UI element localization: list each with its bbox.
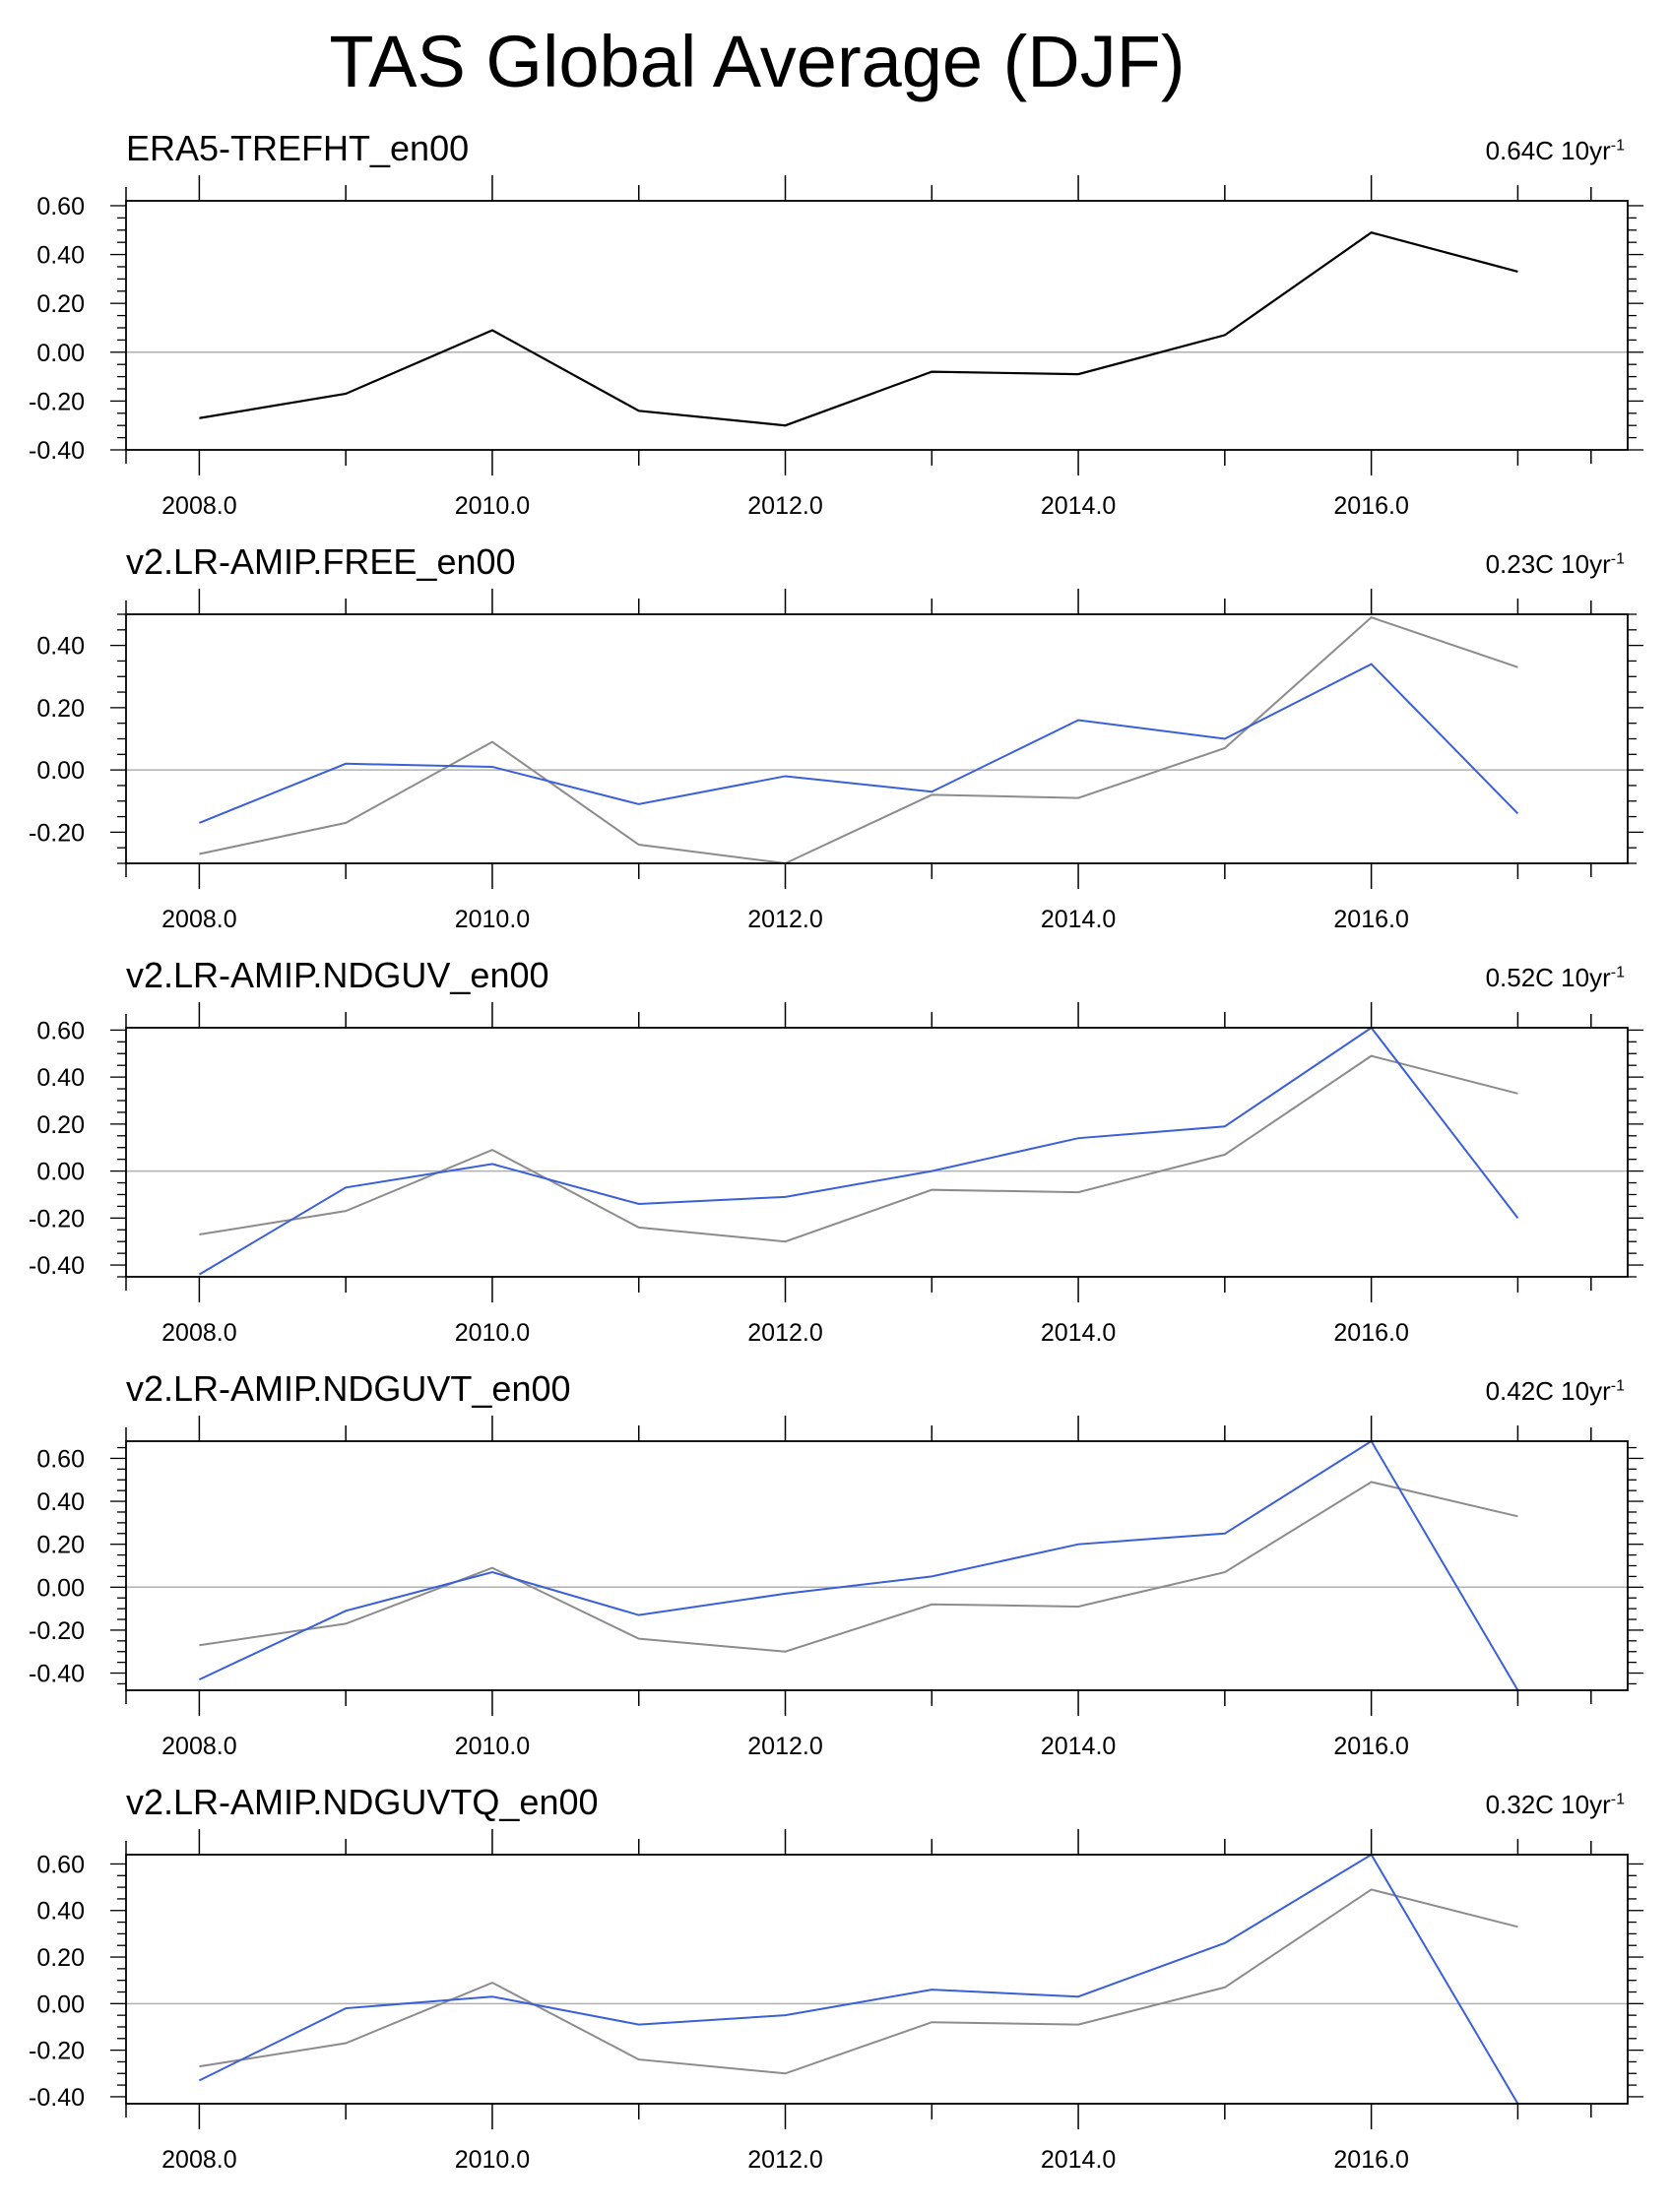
panel-title: v2.LR-AMIP.NDGUV_en00: [126, 955, 549, 995]
x-tick-label: 2012.0: [747, 906, 822, 933]
series-line-reference-overlay: [199, 616, 1518, 865]
x-tick-label: 2010.0: [455, 492, 530, 520]
trend-exponent: -1: [1610, 964, 1625, 981]
series-line-model: [198, 1853, 1519, 2105]
trend-value: 0.23C 10yr: [1485, 549, 1611, 579]
y-tick-label: 0.40: [36, 1898, 85, 1926]
chart-panel-ndguvtq: v2.LR-AMIP.NDGUVTQ_en00 0.32C 10yr-1 200…: [0, 1772, 1672, 2205]
x-tick-label: 2014.0: [1041, 492, 1116, 520]
series-line-reference-overlay: [199, 1481, 1518, 1653]
trend-exponent: -1: [1610, 1377, 1625, 1395]
trend-exponent: -1: [1610, 1791, 1625, 1808]
y-tick-label: 0.60: [36, 193, 85, 221]
x-tick-label: 2016.0: [1333, 906, 1408, 933]
y-tick-label: 0.20: [36, 290, 85, 318]
series-line-reference-overlay: [199, 1888, 1518, 2075]
plot-frame: [125, 1440, 1629, 1691]
panel-title: v2.LR-AMIP.FREE_en00: [126, 541, 516, 582]
chart-panel-ndguv: v2.LR-AMIP.NDGUV_en00 0.52C 10yr-1 2008.…: [0, 945, 1672, 1359]
trend-exponent: -1: [1610, 137, 1625, 155]
x-tick-label: 2008.0: [161, 1319, 236, 1347]
series-line-reference: [199, 231, 1518, 427]
chart-svg-free: 2008.0 2010.0 2012.0 2014.0 2016.0 0.40 0.20 0.…: [29, 589, 1643, 933]
x-tick-label: 2016.0: [1333, 2146, 1408, 2174]
y-tick-label: 0.20: [36, 1532, 85, 1559]
chart-svg-ndguv: 2008.0 2010.0 2012.0 2014.0 2016.0 0.60 0.40 0.…: [29, 1002, 1643, 1347]
y-tick-label: -0.40: [29, 1252, 85, 1280]
series-line-model: [198, 1026, 1519, 1276]
y-tick-label: 0.40: [36, 1064, 85, 1092]
x-tick-label: 2014.0: [1041, 906, 1116, 933]
plot-frame: [125, 1027, 1629, 1278]
x-tick-label: 2016.0: [1333, 492, 1408, 520]
y-tick-label: -0.20: [29, 1617, 85, 1645]
y-tick-label: 0.60: [36, 1017, 85, 1044]
plot-frame: [125, 613, 1629, 864]
trend-label: 0.64C 10yr-1: [1486, 136, 1625, 166]
panel-title: ERA5-TREFHT_en00: [126, 128, 470, 168]
x-tick-label: 2010.0: [455, 1319, 530, 1347]
x-tick-label: 2014.0: [1041, 2146, 1116, 2174]
chart-svg-ndguvt: 2008.0 2010.0 2012.0 2014.0 2016.0 0.60 0.40 0.…: [29, 1416, 1643, 1760]
chart-panel-ndguvt: v2.LR-AMIP.NDGUVT_en00 0.42C 10yr-1 2008…: [0, 1359, 1672, 1772]
plot-frame: [125, 1854, 1629, 2105]
page-title-text: TAS Global Average (DJF): [329, 21, 1186, 102]
x-tick-label: 2010.0: [455, 906, 530, 933]
trend-label: 0.32C 10yr-1: [1486, 1790, 1625, 1820]
x-tick-label: 2012.0: [747, 1733, 822, 1760]
trend-label: 0.23C 10yr-1: [1486, 549, 1625, 580]
chart-panel-free: v2.LR-AMIP.FREE_en00 0.23C 10yr-1 2008.0…: [0, 532, 1672, 945]
x-tick-label: 2012.0: [747, 1319, 822, 1347]
series-line-reference-overlay: [199, 1054, 1518, 1243]
y-tick-label: -0.40: [29, 437, 85, 465]
y-tick-label: 0.00: [36, 1991, 85, 2018]
x-tick-label: 2016.0: [1333, 1319, 1408, 1347]
trend-exponent: -1: [1610, 550, 1625, 568]
y-tick-label: 0.40: [36, 242, 85, 270]
y-tick-label: 0.60: [36, 1445, 85, 1473]
y-tick-label: -0.20: [29, 819, 85, 847]
trend-value: 0.64C 10yr: [1485, 136, 1611, 165]
y-tick-label: -0.40: [29, 1661, 85, 1688]
trend-label: 0.42C 10yr-1: [1486, 1376, 1625, 1407]
plot-frame: [125, 200, 1629, 451]
x-tick-label: 2008.0: [161, 492, 236, 520]
x-tick-label: 2014.0: [1041, 1319, 1116, 1347]
y-tick-label: -0.20: [29, 1205, 85, 1232]
y-tick-label: 0.40: [36, 1488, 85, 1516]
x-tick-label: 2014.0: [1041, 1733, 1116, 1760]
x-tick-label: 2008.0: [161, 1733, 236, 1760]
x-tick-label: 2008.0: [161, 2146, 236, 2174]
trend-value: 0.52C 10yr: [1485, 963, 1611, 992]
panel-title: v2.LR-AMIP.NDGUVT_en00: [126, 1368, 571, 1409]
trend-value: 0.32C 10yr: [1485, 1790, 1611, 1819]
trend-label: 0.52C 10yr-1: [1486, 963, 1625, 993]
y-tick-label: -0.20: [29, 388, 85, 415]
y-tick-label: 0.00: [36, 1159, 85, 1186]
page-title: TAS Global Average (DJF): [0, 20, 1672, 103]
x-tick-label: 2008.0: [161, 906, 236, 933]
y-tick-label: 0.60: [36, 1851, 85, 1878]
series-line-model: [199, 663, 1519, 824]
y-tick-label: -0.20: [29, 2038, 85, 2065]
y-tick-label: 0.20: [36, 1944, 85, 1972]
x-tick-label: 2010.0: [455, 1733, 530, 1760]
y-tick-label: 0.40: [36, 633, 85, 661]
chart-svg-era5: 2008.0 2010.0 2012.0 2014.0 2016.0 0.60 0.40 0.…: [29, 175, 1643, 520]
y-tick-label: 0.00: [36, 757, 85, 785]
y-tick-label: -0.40: [29, 2084, 85, 2112]
series-line-model: [198, 1439, 1519, 1691]
x-tick-label: 2016.0: [1333, 1733, 1408, 1760]
trend-value: 0.42C 10yr: [1485, 1376, 1611, 1406]
x-tick-label: 2010.0: [455, 2146, 530, 2174]
chart-svg-ndguvtq: 2008.0 2010.0 2012.0 2014.0 2016.0 0.60 0.40 0.…: [29, 1829, 1643, 2174]
chart-panel-era5: ERA5-TREFHT_en00 0.64C 10yr-1 2008.0 2010…: [0, 118, 1672, 532]
y-tick-label: 0.20: [36, 1111, 85, 1139]
y-tick-label: 0.00: [36, 340, 85, 367]
x-tick-label: 2012.0: [747, 492, 822, 520]
y-tick-label: 0.20: [36, 695, 85, 723]
x-tick-label: 2012.0: [747, 2146, 822, 2174]
panel-title: v2.LR-AMIP.NDGUVTQ_en00: [126, 1782, 599, 1822]
y-tick-label: 0.00: [36, 1574, 85, 1602]
